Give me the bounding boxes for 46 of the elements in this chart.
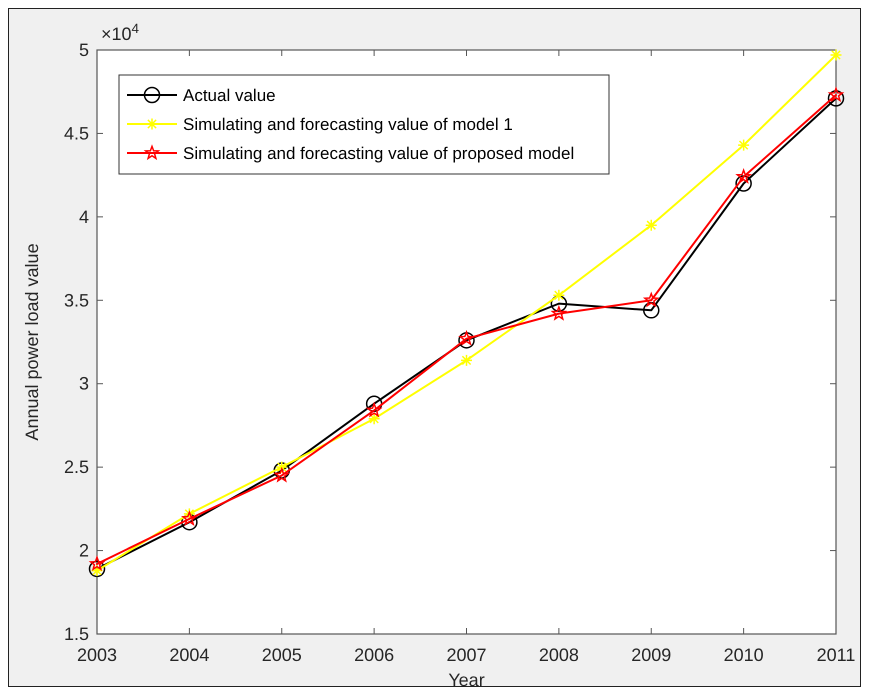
point [182, 512, 196, 525]
point [274, 468, 289, 482]
y-tick-label: 3.5 [64, 290, 89, 310]
point [366, 395, 382, 412]
point [368, 412, 380, 426]
point [274, 462, 290, 479]
point [552, 289, 566, 302]
y-tick-label: 4.5 [64, 123, 89, 144]
legend-label: Simulating and forecasting value of model 1 [183, 115, 513, 134]
x-tick-label: 2006 [354, 645, 394, 665]
point [643, 302, 660, 319]
point [460, 354, 473, 367]
y-tick-label: 5 [78, 40, 89, 60]
x-tick-label: 2005 [262, 645, 302, 665]
y-tick-label: 4 [78, 206, 89, 227]
y-tick-label: 2 [78, 540, 89, 561]
x-tick-label: 2003 [76, 645, 118, 665]
x-tick-label: 2009 [631, 645, 672, 665]
point [828, 88, 844, 102]
point [735, 175, 752, 192]
x-tick-label: 2008 [538, 645, 579, 665]
point [737, 138, 750, 152]
point [367, 403, 382, 416]
point [88, 560, 106, 578]
legend-label: Actual value [183, 86, 276, 105]
x-tick-label: 2010 [724, 645, 764, 665]
x-tick-label: 2007 [446, 645, 487, 665]
point [90, 556, 104, 570]
point [736, 169, 751, 183]
y-tick-label: 3 [78, 374, 89, 394]
text: ×10$^{4}$ [101, 20, 140, 44]
point [828, 90, 844, 107]
y-tick-label: 2.5 [64, 457, 89, 478]
point [550, 295, 568, 312]
point [644, 292, 658, 306]
y-axis-title: Annual power load value [22, 243, 42, 441]
point [552, 306, 566, 320]
legend-label: Simulating and forecasting value of proposed model [183, 144, 574, 163]
point [645, 218, 658, 232]
x-tick-label: 2011 [816, 645, 856, 665]
x-axis-title: Year [448, 670, 485, 690]
point [458, 332, 475, 349]
point [459, 331, 474, 345]
x-tick-label: 2004 [169, 645, 210, 665]
y-tick-label: 1.5 [64, 624, 89, 644]
point [830, 48, 842, 62]
